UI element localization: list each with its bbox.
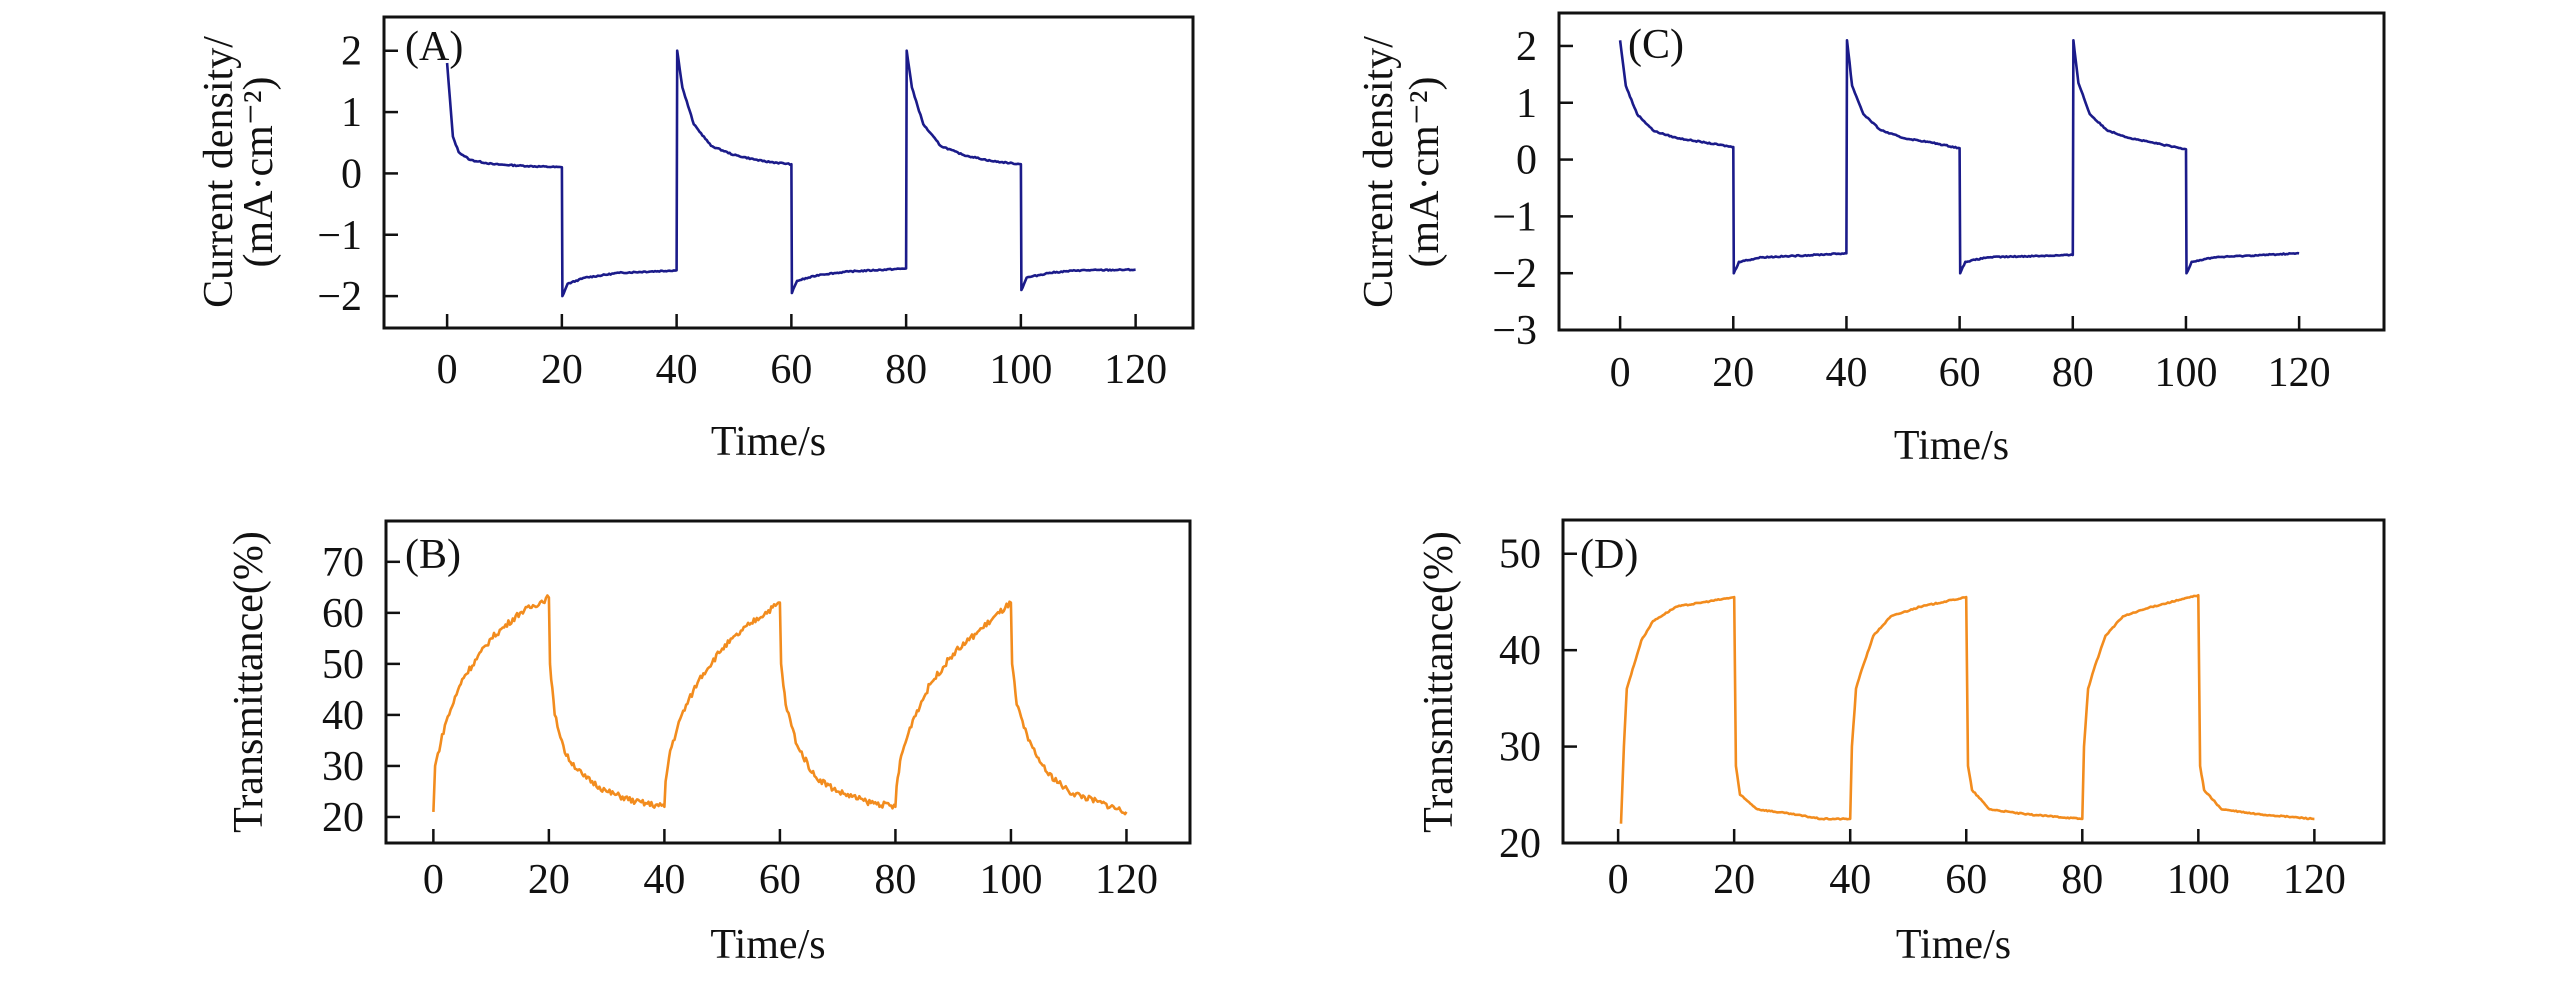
y-tick-label: 40 bbox=[322, 693, 364, 739]
plot-frame bbox=[1561, 518, 2386, 845]
panel-b: 0 20 40 60 80 100 120 20 30 40 50 60 70 Time/s Transmi… bbox=[226, 519, 1192, 968]
x-tick-label: 60 bbox=[1939, 350, 1981, 396]
panel-a: 0 20 40 60 80 100 120 −2 −1 0 1 2 Time/s Current dens… bbox=[196, 15, 1195, 465]
x-tick-label: 40 bbox=[1829, 857, 1871, 903]
x-tick-label: 0 bbox=[423, 857, 444, 903]
x-tick-label: 60 bbox=[770, 347, 812, 393]
y-axis-label: Transmittance(%) bbox=[226, 531, 272, 833]
x-tick-label: 120 bbox=[2283, 857, 2346, 903]
y-tick-label: 0 bbox=[341, 151, 362, 197]
y-tick-label: 30 bbox=[322, 744, 364, 790]
panel-label: (A) bbox=[405, 24, 463, 70]
x-tick-label: 20 bbox=[1712, 350, 1754, 396]
x-tick-label: 40 bbox=[656, 347, 698, 393]
panel-d: 0 20 40 60 80 100 120 20 30 40 50 Time/s Transmittan… bbox=[1416, 518, 2386, 968]
series-line bbox=[445, 49, 1136, 298]
x-tick-label: 0 bbox=[1608, 857, 1629, 903]
x-tick-label: 40 bbox=[643, 857, 685, 903]
plot-frame bbox=[382, 15, 1195, 330]
y-tick-label: 20 bbox=[1499, 821, 1541, 867]
y-tick-label: 1 bbox=[341, 90, 362, 136]
x-axis-label: Time/s bbox=[1896, 922, 2011, 968]
y-tick-label: −2 bbox=[1492, 251, 1537, 297]
y-tick-label: −3 bbox=[1492, 308, 1537, 354]
y-tick-label: 2 bbox=[341, 29, 362, 75]
y-tick-label: 20 bbox=[322, 795, 364, 841]
plot-frame bbox=[384, 519, 1192, 845]
x-tick-label: 0 bbox=[437, 347, 458, 393]
x-tick-label: 80 bbox=[885, 347, 927, 393]
y-tick-label: −1 bbox=[317, 213, 362, 259]
y-tick-label: 40 bbox=[1499, 628, 1541, 674]
x-tick-label: 120 bbox=[2268, 350, 2331, 396]
x-tick-label: 60 bbox=[759, 857, 801, 903]
x-tick-label: 0 bbox=[1610, 350, 1631, 396]
x-tick-label: 100 bbox=[2154, 350, 2217, 396]
x-axis-label: Time/s bbox=[1894, 423, 2009, 469]
x-tick-label: 20 bbox=[1713, 857, 1755, 903]
x-tick-label: 100 bbox=[989, 347, 1052, 393]
x-tick-label: 120 bbox=[1095, 857, 1158, 903]
x-tick-label: 80 bbox=[2061, 857, 2103, 903]
x-tick-label: 80 bbox=[874, 857, 916, 903]
y-tick-label: −1 bbox=[1492, 194, 1537, 240]
y-tick-label: −2 bbox=[317, 274, 362, 320]
x-tick-label: 100 bbox=[2167, 857, 2230, 903]
y-tick-label: 70 bbox=[322, 540, 364, 586]
y-axis-label: (mA·cm⁻²) bbox=[1402, 76, 1448, 267]
x-tick-label: 120 bbox=[1104, 347, 1167, 393]
y-axis-label: Current density/ bbox=[1356, 36, 1402, 308]
series-line bbox=[1618, 39, 2300, 275]
panel-label: (D) bbox=[1580, 532, 1638, 578]
y-tick-label: 30 bbox=[1499, 725, 1541, 771]
x-tick-label: 100 bbox=[979, 857, 1042, 903]
x-axis-label: Time/s bbox=[710, 922, 825, 968]
y-tick-label: 60 bbox=[322, 591, 364, 637]
y-tick-label: 50 bbox=[322, 642, 364, 688]
panel-c: 0 20 40 60 80 100 120 −3 −2 −1 0 1 2 Time/s Current de… bbox=[1356, 11, 2386, 469]
y-axis-label: (mA·cm⁻²) bbox=[236, 76, 282, 267]
x-tick-label: 20 bbox=[528, 857, 570, 903]
y-tick-label: 50 bbox=[1499, 532, 1541, 578]
panel-label: (B) bbox=[405, 532, 461, 578]
y-axis-label: Current density/ bbox=[196, 36, 242, 308]
x-axis-label: Time/s bbox=[711, 419, 826, 465]
y-tick-label: 0 bbox=[1516, 138, 1537, 184]
panel-label: (C) bbox=[1628, 22, 1684, 68]
series-line bbox=[432, 594, 1128, 816]
y-axis-label: Transmittance(%) bbox=[1416, 531, 1462, 833]
y-tick-label: 2 bbox=[1516, 24, 1537, 70]
x-tick-label: 60 bbox=[1945, 857, 1987, 903]
x-tick-label: 80 bbox=[2052, 350, 2094, 396]
y-tick-label: 1 bbox=[1516, 81, 1537, 127]
plot-frame bbox=[1557, 11, 2386, 332]
series-line bbox=[1619, 593, 2315, 824]
x-tick-label: 20 bbox=[541, 347, 583, 393]
x-tick-label: 40 bbox=[1825, 350, 1867, 396]
